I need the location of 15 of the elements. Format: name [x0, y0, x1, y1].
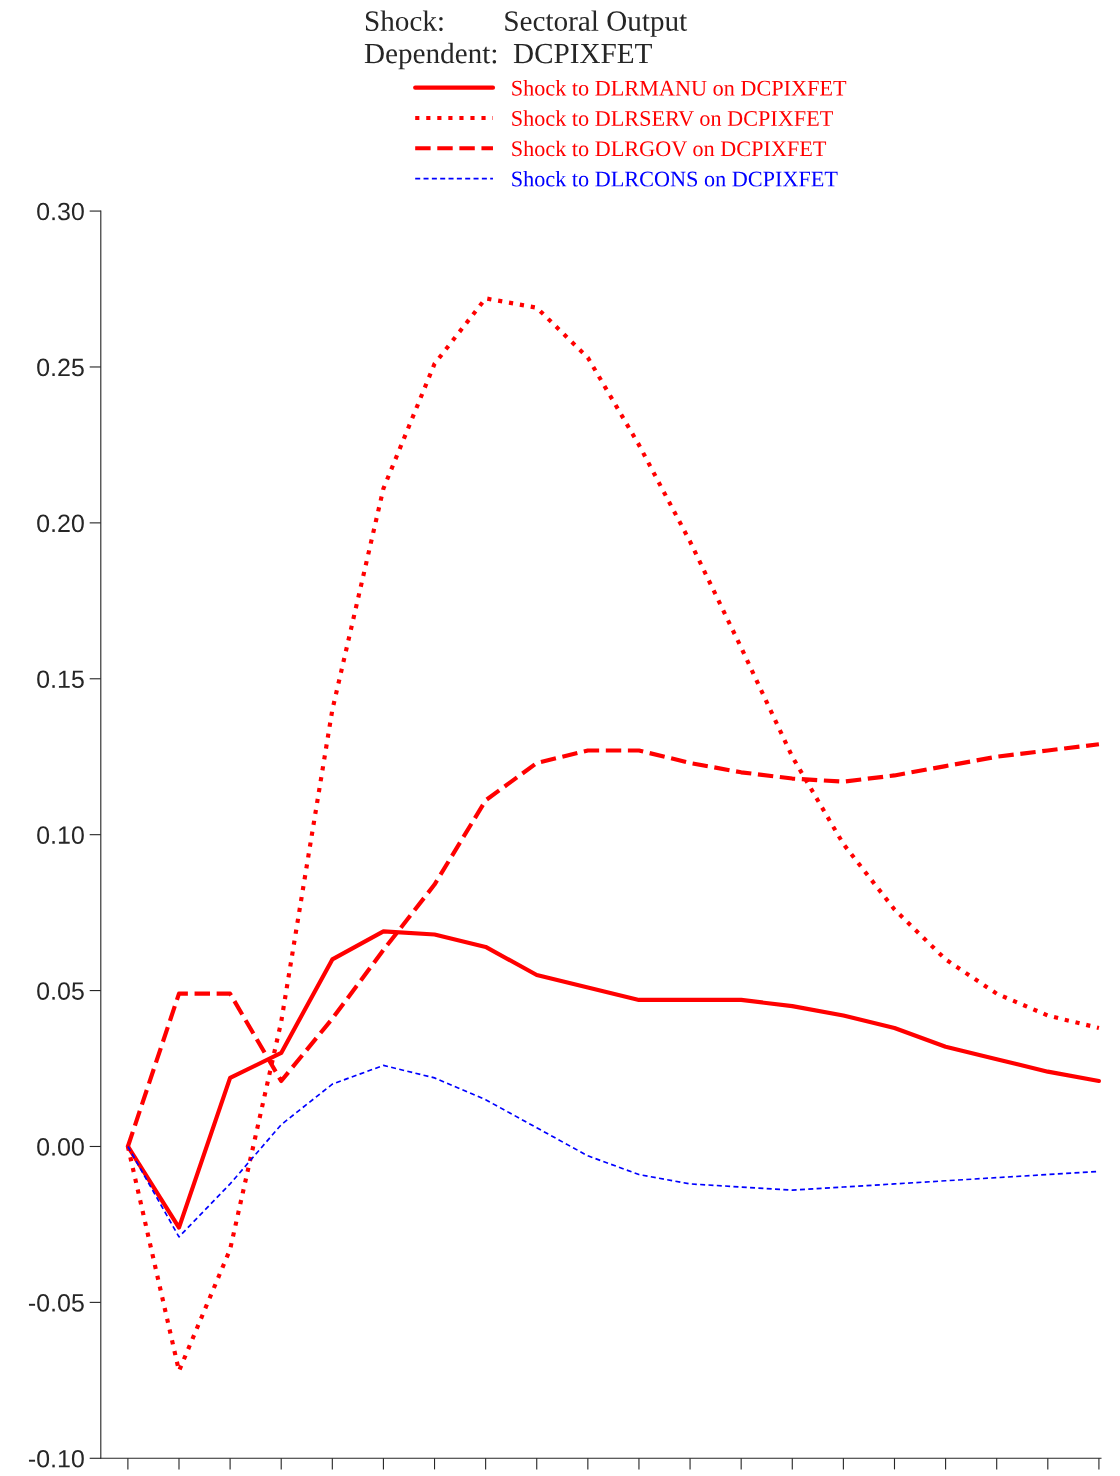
y-tick-label: 0.20 — [37, 514, 84, 533]
legend-label: Shock to DLRSERV on DCPIXFET — [512, 110, 833, 127]
chart-subtitle: Dependent: DCPIXFET — [364, 42, 652, 70]
chart-title: Shock: Sectoral Output — [365, 10, 688, 37]
y-tick-label: 0.10 — [37, 826, 84, 844]
y-tick-label: 0.00 — [37, 1138, 84, 1156]
y-tick-label: 0.25 — [37, 358, 84, 377]
y-tick-label: 0.15 — [37, 670, 84, 689]
legend-label: Shock to DLRGOV on DCPIXFET — [512, 140, 827, 157]
y-tick-label: 0.30 — [37, 202, 84, 221]
y-tick-label: -0.10 — [28, 1449, 84, 1468]
legend-label: Shock to DLRCONS on DCPIXFET — [512, 170, 838, 187]
legend-label: Shock to DLRMANU on DCPIXFET — [512, 80, 847, 96]
y-tick-label: 0.05 — [37, 982, 84, 1000]
y-tick-label: -0.05 — [28, 1293, 84, 1312]
